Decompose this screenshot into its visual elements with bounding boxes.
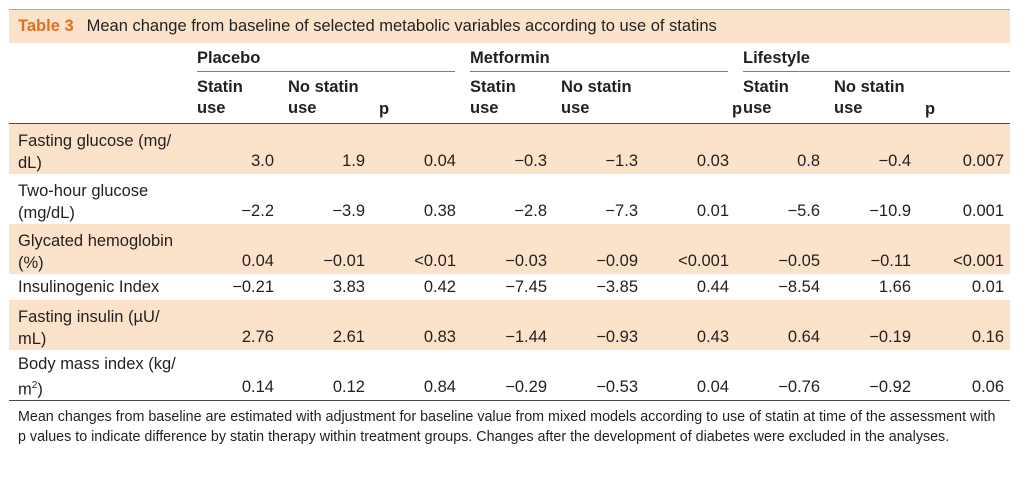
row-label-insulinogenic-index: Insulinogenic Index [18, 278, 160, 296]
cell: <0.001 [917, 224, 1011, 274]
placebo-nostatin-header: No statin use [288, 77, 359, 117]
row-label-fasting-insulin: Fasting insulin (µU/mL) [9, 300, 189, 350]
cell: −2.8 [514, 202, 547, 220]
table-row: Two-hour glucose (mg/dL) −2.2 −3.9 0.38 −… [9, 174, 1010, 224]
group-metformin-header: Metformin [462, 43, 735, 72]
lifestyle-p-header: p [925, 100, 936, 118]
cell: −0.19 [826, 300, 918, 350]
row-label-two-hour-glucose: Two-hour glucose (mg/dL) [18, 182, 149, 222]
cell: 0.42 [423, 278, 456, 296]
group-header-row: Placebo Metformin Lifestyle [9, 43, 1011, 72]
cell: 0.44 [696, 278, 730, 296]
row-label-body-mass-index: Body mass index (kg/m2) [18, 354, 176, 399]
cell: −1.3 [553, 123, 644, 174]
table-row: Fasting insulin (µU/mL) 2.76 2.61 0.83 −… [9, 300, 1011, 350]
cell: 0.03 [644, 123, 736, 174]
cell: −1.44 [462, 300, 553, 350]
cell: −2.2 [241, 202, 274, 220]
table-row: Insulinogenic Index −0.21 3.83 0.42 −7.4… [9, 274, 1010, 300]
cell: 0.43 [644, 300, 736, 350]
cell: −7.3 [605, 202, 638, 220]
cell: −0.93 [553, 300, 644, 350]
cell: 0.84 [423, 378, 456, 396]
cell: 0.8 [735, 123, 827, 174]
cell: 0.01 [971, 278, 1005, 296]
cell: −10.9 [869, 202, 912, 220]
cell: 0.14 [241, 378, 274, 396]
table-row: Glycated hemoglobin (%) 0.04 −0.01 <0.01 … [9, 224, 1011, 274]
metformin-p-header: p [732, 100, 743, 118]
cell: −0.76 [778, 378, 821, 396]
cell: −3.85 [596, 278, 638, 296]
cell: −0.05 [735, 224, 827, 274]
table-label: Table 3 [18, 17, 74, 35]
cell: 0.04 [696, 378, 730, 396]
cell: −3.9 [332, 202, 365, 220]
cell: 0.007 [917, 123, 1011, 174]
cell: <0.001 [644, 224, 736, 274]
cell: −0.4 [826, 123, 918, 174]
placebo-statin-header: Statin use [197, 77, 243, 117]
cell: −0.29 [505, 378, 547, 396]
cell: −0.03 [462, 224, 553, 274]
table-title-bar: Table 3 Mean change from baseline of sel… [9, 9, 1010, 43]
table-footnote: Mean changes from baseline are estimated… [9, 400, 1010, 447]
cell: 0.83 [371, 300, 462, 350]
metformin-nostatin-header: No statin use [561, 77, 632, 117]
cell: −0.53 [596, 378, 638, 396]
metabolic-variables-table: Placebo Metformin Lifestyle Statin use No… [9, 43, 1011, 400]
cell: 0.12 [332, 378, 365, 396]
table-title: Mean change from baseline of selected me… [86, 17, 717, 35]
cell: −0.92 [869, 378, 912, 396]
cell: 0.001 [962, 202, 1005, 220]
table-row: Body mass index (kg/m2) 0.14 0.12 0.84 −… [9, 350, 1010, 400]
placebo-p-header: p [379, 100, 390, 118]
cell: 1.9 [280, 123, 371, 174]
sub-header-row: Statin use No statin use p Statin use No st… [9, 72, 1011, 124]
cell: −0.09 [553, 224, 644, 274]
cell: −8.54 [778, 278, 821, 296]
cell: 0.38 [423, 202, 456, 220]
group-lifestyle-header: Lifestyle [735, 43, 1011, 72]
cell: −0.01 [280, 224, 371, 274]
cell: −5.6 [787, 202, 821, 220]
cell: 0.64 [735, 300, 827, 350]
row-label-fasting-glucose: Fasting glucose (mg/dL) [9, 123, 189, 174]
lifestyle-nostatin-header: No statin use [834, 77, 905, 117]
cell: −0.21 [232, 278, 274, 296]
cell: 0.04 [189, 224, 280, 274]
table-row: Fasting glucose (mg/dL) 3.0 1.9 0.04 −0.… [9, 123, 1011, 174]
cell: −7.45 [505, 278, 547, 296]
row-label-glycated-hemoglobin: Glycated hemoglobin (%) [9, 224, 189, 274]
cell: −0.11 [826, 224, 918, 274]
statin-table-figure: Table 3 Mean change from baseline of sel… [9, 9, 1011, 447]
cell: 2.61 [280, 300, 371, 350]
cell: 3.0 [189, 123, 280, 174]
cell: 1.66 [878, 278, 912, 296]
cell: 0.01 [696, 202, 730, 220]
cell: −0.3 [462, 123, 553, 174]
cell: <0.01 [371, 224, 462, 274]
cell: 0.04 [371, 123, 462, 174]
cell: 3.83 [332, 278, 365, 296]
cell: 0.06 [971, 378, 1005, 396]
lifestyle-statin-header: Statin use [743, 77, 789, 117]
metformin-statin-header: Statin use [470, 77, 516, 117]
cell: 2.76 [189, 300, 280, 350]
cell: 0.16 [917, 300, 1011, 350]
group-placebo-header: Placebo [189, 43, 462, 72]
